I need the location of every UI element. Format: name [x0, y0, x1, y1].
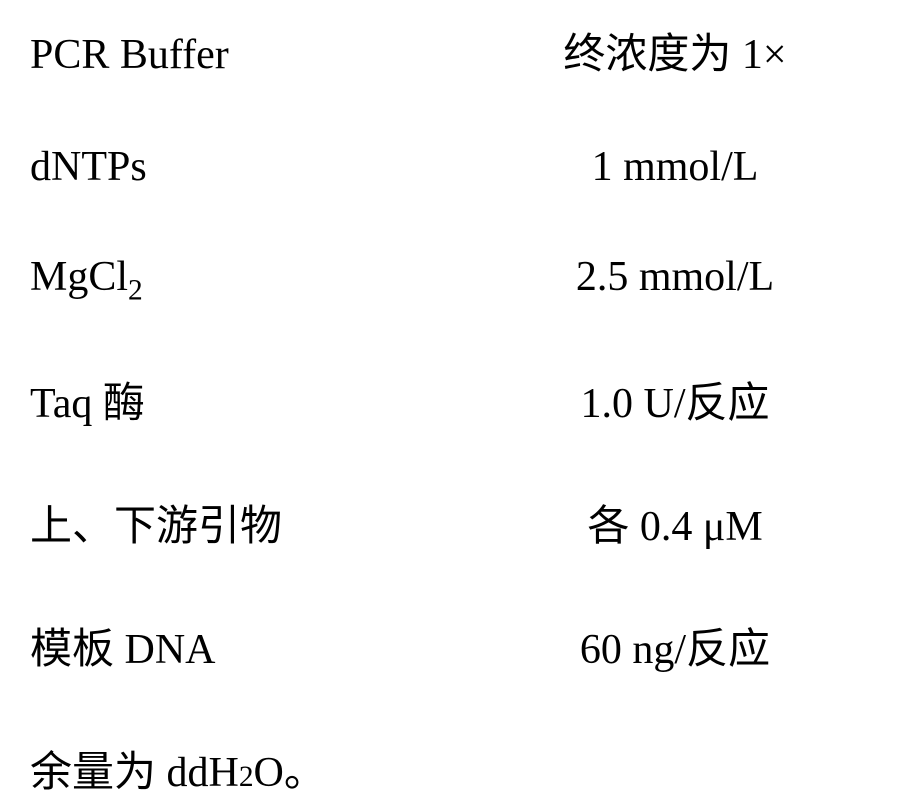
reagent-label-subscript: 2	[128, 274, 143, 306]
reagent-label: dNTPs	[30, 143, 470, 191]
table-row: PCR Buffer终浓度为 1×	[30, 20, 880, 81]
reagent-value: 各 0.4 μM	[470, 492, 880, 553]
reagent-value: 1 mmol/L	[470, 143, 880, 191]
footer-subscript: 2	[239, 761, 254, 794]
table-row: MgCl22.5 mmol/L	[30, 253, 880, 307]
footer-prefix: 余量为 ddH	[30, 738, 239, 799]
table-row: 上、下游引物各 0.4 μM	[30, 492, 880, 553]
reagent-value: 1.0 U/反应	[470, 369, 880, 430]
pcr-reagent-table: PCR Buffer终浓度为 1× dNTPs1 mmol/L MgCl22.5 m…	[30, 20, 880, 799]
reagent-value: 2.5 mmol/L	[470, 253, 880, 301]
reagent-label: Taq 酶	[30, 369, 470, 430]
reagent-label: 模板 DNA	[30, 615, 470, 676]
footer-row: 余量为 ddH2O。	[30, 738, 880, 799]
table-row: Taq 酶1.0 U/反应	[30, 369, 880, 430]
footer-suffix: O。	[254, 738, 326, 799]
reagent-label: MgCl2	[30, 253, 470, 307]
table-row: dNTPs1 mmol/L	[30, 143, 880, 191]
reagent-value: 60 ng/反应	[470, 615, 880, 676]
reagent-value: 终浓度为 1×	[470, 20, 880, 81]
table-row: 模板 DNA60 ng/反应	[30, 615, 880, 676]
reagent-label: PCR Buffer	[30, 31, 470, 79]
reagent-label: 上、下游引物	[30, 492, 470, 553]
